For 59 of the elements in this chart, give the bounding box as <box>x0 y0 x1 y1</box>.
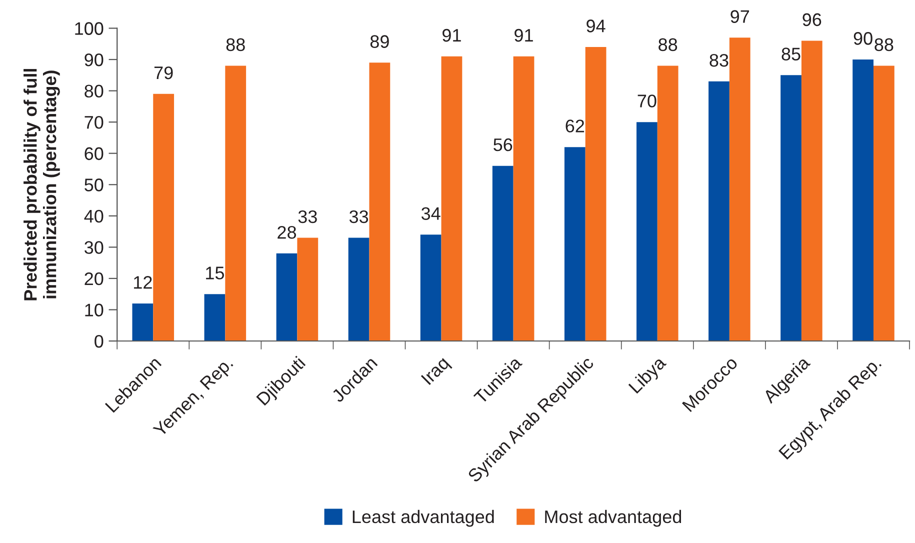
y-tick-label: 30 <box>84 241 104 254</box>
bar <box>132 303 154 342</box>
bar <box>564 147 586 342</box>
data-label: 91 <box>442 28 461 42</box>
bar <box>657 66 678 342</box>
data-label: 85 <box>782 48 800 60</box>
bar <box>369 62 390 342</box>
y-tick-label: 60 <box>84 147 104 160</box>
data-label: 91 <box>514 28 533 42</box>
data-label: 70 <box>638 94 656 108</box>
bar <box>297 238 318 342</box>
data-label: 62 <box>566 120 584 132</box>
data-label: 97 <box>730 10 750 23</box>
y-axis-title: Predicted probability of full immunization (percentage) <box>24 69 60 300</box>
data-label: 88 <box>874 38 894 52</box>
legend-label: Most advantaged <box>545 510 682 527</box>
bar <box>801 40 822 342</box>
data-label: 33 <box>349 210 368 224</box>
data-label: 33 <box>298 210 317 224</box>
bar <box>441 56 462 342</box>
bar <box>636 122 658 342</box>
bar <box>513 56 534 342</box>
y-tick-label: 80 <box>84 84 104 98</box>
data-label: 34 <box>421 207 440 220</box>
data-label: 83 <box>710 54 728 67</box>
data-label: 89 <box>370 35 389 48</box>
bar <box>585 47 606 342</box>
bar <box>276 253 298 342</box>
data-label: 88 <box>226 38 245 52</box>
bar <box>729 38 750 342</box>
data-label: 96 <box>802 13 822 26</box>
y-tick-label: 10 <box>85 304 104 316</box>
data-label: 12 <box>134 276 152 289</box>
data-label: 56 <box>494 138 512 152</box>
bar <box>708 81 730 342</box>
bar <box>492 166 514 342</box>
y-tick-label: 100 <box>75 22 104 35</box>
bar <box>873 66 894 342</box>
y-tick-label: 50 <box>84 178 104 192</box>
data-label: 88 <box>658 38 678 52</box>
y-tick-label: 20 <box>84 272 104 286</box>
bar <box>420 234 442 342</box>
data-label: 79 <box>154 66 173 80</box>
data-label: 28 <box>278 226 296 239</box>
data-label: 94 <box>586 20 606 32</box>
y-tick-label: 70 <box>84 116 104 129</box>
x-tick-label: Iraq <box>420 356 452 388</box>
data-label: 90 <box>854 32 872 45</box>
legend-label: Least advantaged <box>352 510 494 527</box>
bar <box>204 294 226 342</box>
y-tick-label: 90 <box>84 53 104 66</box>
bar <box>348 238 370 342</box>
y-tick-label: 40 <box>84 210 104 223</box>
bar <box>852 60 874 342</box>
y-tick-label: 0 <box>94 334 104 348</box>
bar <box>153 94 174 342</box>
bar <box>780 75 802 342</box>
bar <box>225 66 246 342</box>
data-label: 15 <box>206 266 224 280</box>
